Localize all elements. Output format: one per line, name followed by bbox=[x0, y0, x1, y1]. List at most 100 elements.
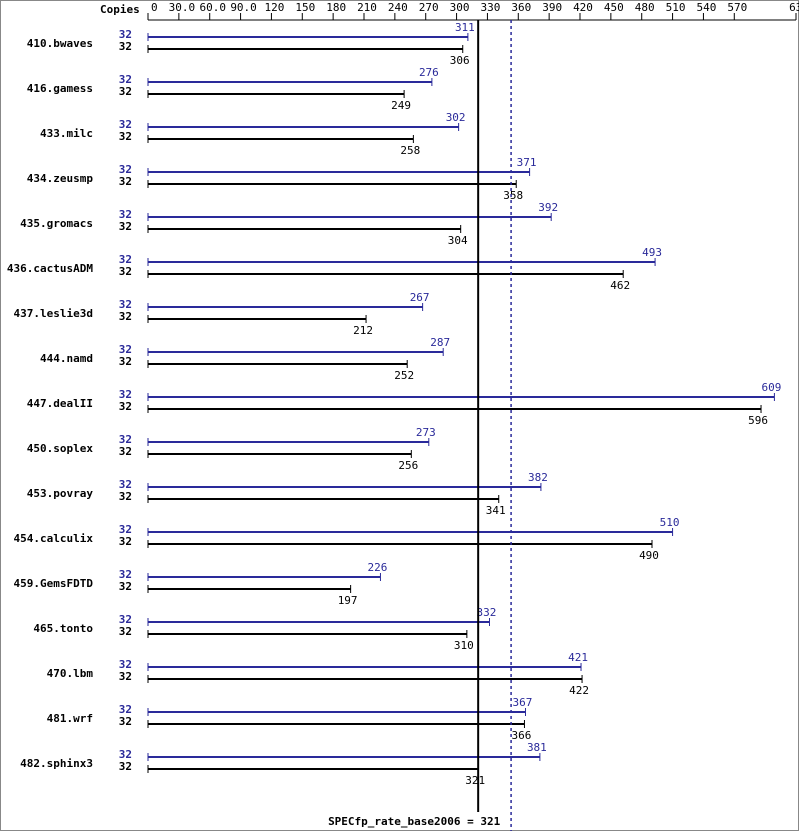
value-label: 490 bbox=[639, 549, 659, 562]
copies-label: 32 bbox=[119, 703, 132, 716]
benchmark-label: 444.namd bbox=[40, 352, 93, 365]
copies-label: 32 bbox=[119, 580, 132, 593]
value-label: 276 bbox=[419, 66, 439, 79]
x-tick-label: 150 bbox=[295, 1, 315, 14]
copies-label: 32 bbox=[119, 433, 132, 446]
benchmark-label: 465.tonto bbox=[33, 622, 93, 635]
benchmark-label: 410.bwaves bbox=[27, 37, 93, 50]
value-label: 392 bbox=[538, 201, 558, 214]
x-tick-label: 180 bbox=[326, 1, 346, 14]
value-label: 422 bbox=[569, 684, 589, 697]
value-label: 197 bbox=[338, 594, 358, 607]
copies-label: 32 bbox=[119, 85, 132, 98]
benchmark-label: 459.GemsFDTD bbox=[14, 577, 94, 590]
value-label: 252 bbox=[394, 369, 414, 382]
copies-label: 32 bbox=[119, 613, 132, 626]
benchmark-label: 434.zeusmp bbox=[27, 172, 94, 185]
x-tick-label: 420 bbox=[573, 1, 593, 14]
value-label: 273 bbox=[416, 426, 436, 439]
copies-label: 32 bbox=[119, 130, 132, 143]
benchmark-label: 437.leslie3d bbox=[14, 307, 93, 320]
x-tick-label: 300 bbox=[450, 1, 470, 14]
x-tick-label: 630 bbox=[789, 1, 799, 14]
copies-label: 32 bbox=[119, 208, 132, 221]
value-label: 367 bbox=[513, 696, 533, 709]
benchmark-label: 481.wrf bbox=[47, 712, 93, 725]
value-label: 371 bbox=[517, 156, 537, 169]
value-label: 493 bbox=[642, 246, 662, 259]
copies-label: 32 bbox=[119, 760, 132, 773]
value-label: 256 bbox=[398, 459, 418, 472]
value-label: 311 bbox=[455, 21, 475, 34]
value-label: 212 bbox=[353, 324, 373, 337]
benchmark-label: 447.dealII bbox=[27, 397, 93, 410]
benchmark-label: 470.lbm bbox=[47, 667, 94, 680]
copies-label: 32 bbox=[119, 310, 132, 323]
value-label: 249 bbox=[391, 99, 411, 112]
copies-label: 32 bbox=[119, 220, 132, 233]
copies-label: 32 bbox=[119, 490, 132, 503]
copies-label: 32 bbox=[119, 28, 132, 41]
value-label: 321 bbox=[465, 774, 485, 787]
value-label: 382 bbox=[528, 471, 548, 484]
benchmark-label: 454.calculix bbox=[14, 532, 94, 545]
value-label: 310 bbox=[454, 639, 474, 652]
x-tick-label: 450 bbox=[604, 1, 624, 14]
copies-label: 32 bbox=[119, 670, 132, 683]
x-tick-label: 240 bbox=[388, 1, 408, 14]
x-tick-label: 30.0 bbox=[169, 1, 196, 14]
copies-label: 32 bbox=[119, 343, 132, 356]
value-label: 258 bbox=[400, 144, 420, 157]
copies-label: 32 bbox=[119, 400, 132, 413]
copies-label: 32 bbox=[119, 253, 132, 266]
value-label: 287 bbox=[430, 336, 450, 349]
copies-label: 32 bbox=[119, 298, 132, 311]
value-label: 510 bbox=[660, 516, 680, 529]
value-label: 267 bbox=[410, 291, 430, 304]
value-label: 381 bbox=[527, 741, 547, 754]
value-label: 306 bbox=[450, 54, 470, 67]
benchmark-label: 435.gromacs bbox=[20, 217, 93, 230]
copies-label: 32 bbox=[119, 748, 132, 761]
summary-label: SPECfp_rate_base2006 = 321 bbox=[328, 815, 501, 828]
value-label: 358 bbox=[503, 189, 523, 202]
benchmark-label: 453.povray bbox=[27, 487, 94, 500]
copies-label: 32 bbox=[119, 445, 132, 458]
copies-label: 32 bbox=[119, 568, 132, 581]
axis-label: Copies bbox=[100, 3, 140, 16]
value-label: 302 bbox=[446, 111, 466, 124]
value-label: 462 bbox=[610, 279, 630, 292]
copies-label: 32 bbox=[119, 535, 132, 548]
copies-label: 32 bbox=[119, 163, 132, 176]
x-tick-label: 570 bbox=[727, 1, 747, 14]
value-label: 332 bbox=[477, 606, 497, 619]
value-label: 366 bbox=[512, 729, 532, 742]
copies-label: 32 bbox=[119, 388, 132, 401]
benchmark-label: 450.soplex bbox=[27, 442, 94, 455]
value-label: 421 bbox=[568, 651, 588, 664]
x-tick-label: 540 bbox=[696, 1, 716, 14]
x-tick-label: 330 bbox=[480, 1, 500, 14]
copies-label: 32 bbox=[119, 715, 132, 728]
x-tick-label: 90.0 bbox=[230, 1, 257, 14]
value-label: 341 bbox=[486, 504, 506, 517]
copies-label: 32 bbox=[119, 265, 132, 278]
copies-label: 32 bbox=[119, 523, 132, 536]
x-tick-label: 390 bbox=[542, 1, 562, 14]
copies-label: 32 bbox=[119, 478, 132, 491]
copies-label: 32 bbox=[119, 40, 132, 53]
x-tick-label: 120 bbox=[264, 1, 284, 14]
benchmark-label: 433.milc bbox=[40, 127, 93, 140]
copies-label: 32 bbox=[119, 355, 132, 368]
benchmark-label: 416.gamess bbox=[27, 82, 93, 95]
copies-label: 32 bbox=[119, 73, 132, 86]
copies-label: 32 bbox=[119, 658, 132, 671]
value-label: 609 bbox=[761, 381, 781, 394]
value-label: 226 bbox=[368, 561, 388, 574]
x-tick-label: 360 bbox=[511, 1, 531, 14]
value-label: 596 bbox=[748, 414, 768, 427]
benchmark-label: 482.sphinx3 bbox=[20, 757, 93, 770]
value-label: 304 bbox=[448, 234, 468, 247]
copies-label: 32 bbox=[119, 625, 132, 638]
